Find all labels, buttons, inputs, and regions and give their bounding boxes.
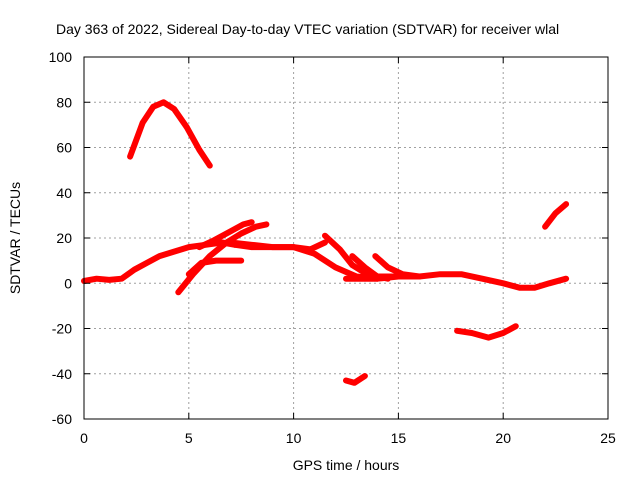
x-tick-label: 0 <box>80 430 88 446</box>
series-arc-descend-d <box>372 253 423 280</box>
series-arc-baseline-late <box>343 271 570 291</box>
series-arc-rise-c <box>196 219 255 251</box>
x-tick-label: 20 <box>495 430 511 446</box>
y-tick-labels: -60 -40 -20 0 20 40 60 80 100 <box>49 49 73 427</box>
series-arc-neg-b <box>343 373 368 386</box>
y-tick-label: 100 <box>49 49 73 65</box>
x-tick-labels: 0 5 10 15 20 25 <box>80 430 616 446</box>
y-tick-label: -60 <box>52 411 72 427</box>
series-arc-late-rise <box>542 201 570 230</box>
axis-ticks <box>83 56 609 420</box>
grid <box>84 57 608 419</box>
y-tick-label: 20 <box>56 230 72 246</box>
y-tick-label: 40 <box>56 185 72 201</box>
series-arc-neg-a <box>454 323 519 341</box>
y-tick-label: -40 <box>52 366 72 382</box>
x-tick-label: 10 <box>286 430 302 446</box>
x-tick-label: 25 <box>600 430 616 446</box>
y-tick-label: 80 <box>56 94 72 110</box>
series-arc-descend-a <box>227 239 381 282</box>
series-arc-rise-b <box>185 257 245 278</box>
y-tick-label: 60 <box>56 140 72 156</box>
chart-title: Day 363 of 2022, Sidereal Day-to-day VTE… <box>56 21 559 37</box>
y-tick-label: -20 <box>52 321 72 337</box>
series-arc-high <box>127 99 213 169</box>
y-axis-label: SDTVAR / TECUs <box>7 182 23 294</box>
x-tick-label: 15 <box>391 430 407 446</box>
y-tick-label: 0 <box>64 275 72 291</box>
x-tick-label: 5 <box>185 430 193 446</box>
series-group <box>81 99 570 386</box>
x-axis-label: GPS time / hours <box>293 457 400 473</box>
